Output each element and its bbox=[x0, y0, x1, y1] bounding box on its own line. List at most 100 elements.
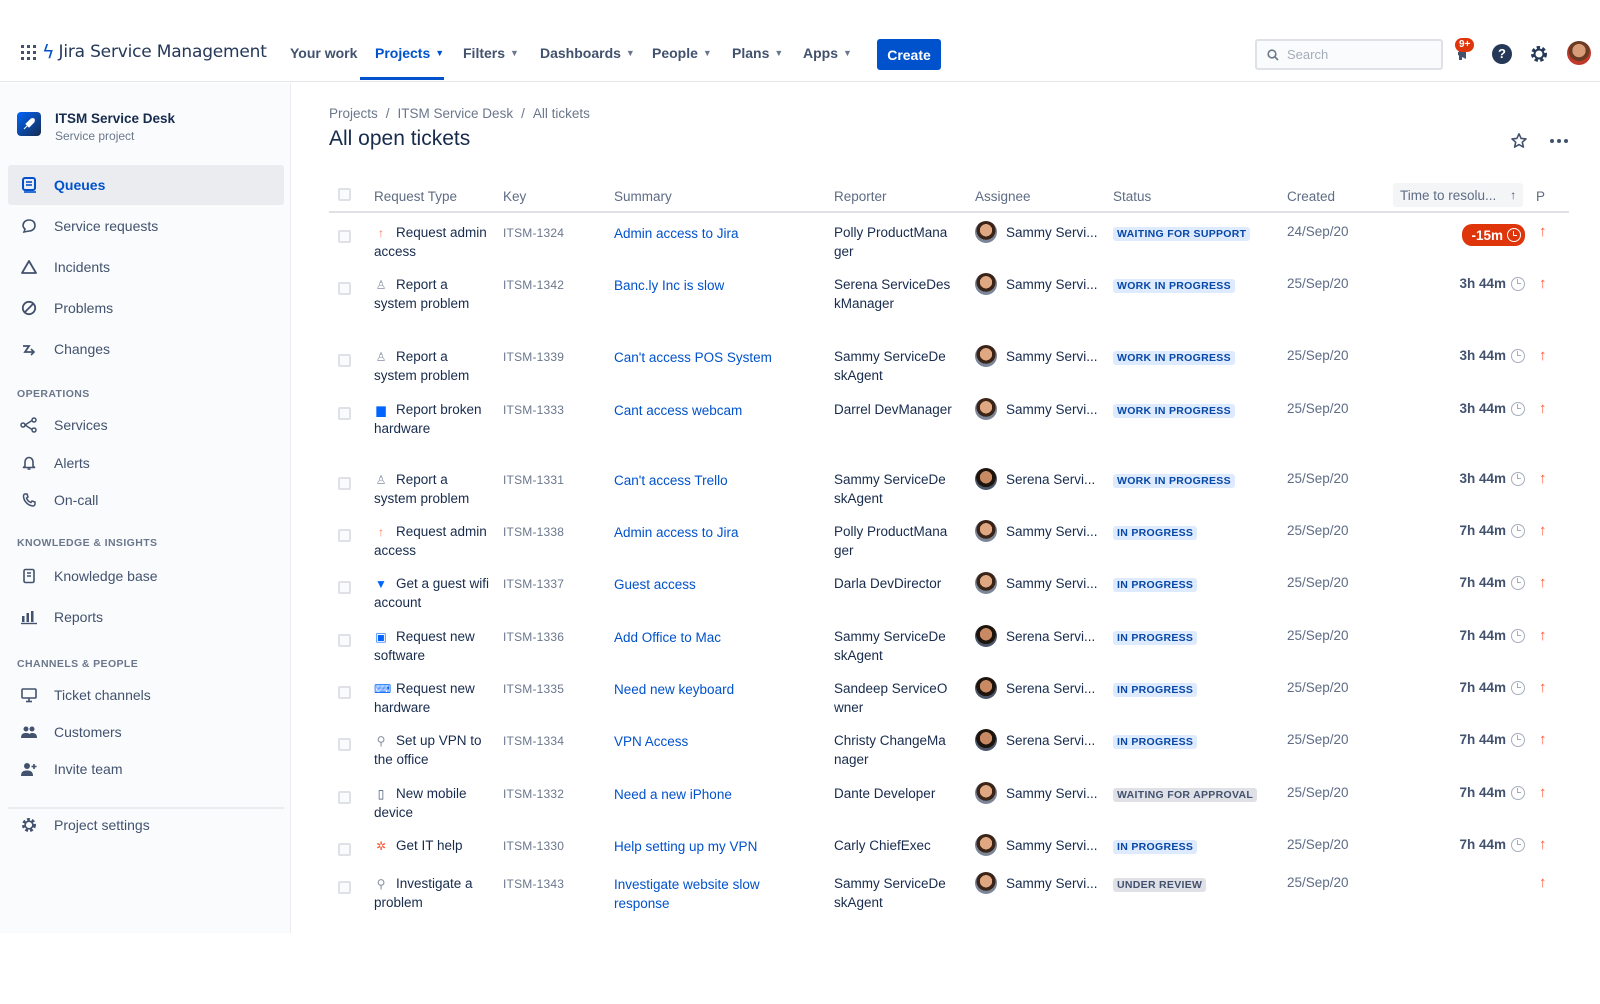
issue-key[interactable]: ITSM-1335 bbox=[503, 682, 565, 696]
sidebar-item-service-requests[interactable]: Service requests bbox=[8, 206, 284, 246]
sidebar-item-alerts[interactable]: Alerts bbox=[8, 443, 284, 483]
status-badge[interactable]: IN PROGRESS bbox=[1113, 683, 1198, 697]
sidebar-item-problems[interactable]: Problems bbox=[8, 288, 284, 328]
assignee-cell[interactable]: Serena Servi... bbox=[975, 468, 1095, 490]
issue-summary-link[interactable]: VPN Access bbox=[614, 734, 689, 749]
nav-people[interactable]: People ▼ bbox=[652, 42, 712, 64]
select-all-checkbox[interactable] bbox=[338, 188, 351, 201]
nav-projects[interactable]: Projects ▼ bbox=[375, 42, 444, 64]
status-badge[interactable]: IN PROGRESS bbox=[1113, 840, 1198, 854]
help-button[interactable]: ? bbox=[1491, 43, 1513, 65]
issue-key[interactable]: ITSM-1324 bbox=[503, 226, 565, 240]
create-button[interactable]: Create bbox=[877, 39, 941, 70]
sidebar-item-services[interactable]: Services bbox=[8, 405, 284, 445]
status-badge[interactable]: IN PROGRESS bbox=[1113, 631, 1198, 645]
issue-summary-link[interactable]: Admin access to Jira bbox=[614, 226, 739, 241]
row-checkbox[interactable] bbox=[338, 407, 351, 420]
status-badge[interactable]: WAITING FOR APPROVAL bbox=[1113, 788, 1258, 802]
issue-key[interactable]: ITSM-1336 bbox=[503, 630, 565, 644]
nav-plans[interactable]: Plans ▼ bbox=[732, 42, 783, 64]
assignee-cell[interactable]: Sammy Servi... bbox=[975, 345, 1098, 367]
column-summary[interactable]: Summary bbox=[614, 189, 672, 204]
search-input[interactable] bbox=[1287, 47, 1427, 62]
issue-summary-link[interactable]: Banc.ly Inc is slow bbox=[614, 278, 725, 293]
issue-key[interactable]: ITSM-1330 bbox=[503, 839, 565, 853]
assignee-cell[interactable]: Sammy Servi... bbox=[975, 221, 1098, 243]
status-badge[interactable]: UNDER REVIEW bbox=[1113, 878, 1207, 892]
nav-dashboards[interactable]: Dashboards ▼ bbox=[540, 42, 635, 64]
row-checkbox[interactable] bbox=[338, 581, 351, 594]
column-request-type[interactable]: Request Type bbox=[374, 189, 458, 204]
row-checkbox[interactable] bbox=[338, 881, 351, 894]
sidebar-item-queues[interactable]: Queues bbox=[8, 165, 284, 205]
column-created[interactable]: Created bbox=[1287, 189, 1336, 204]
breadcrumb-projects[interactable]: Projects bbox=[329, 106, 378, 121]
issue-summary-link[interactable]: Admin access to Jira bbox=[614, 525, 739, 540]
issue-key[interactable]: ITSM-1332 bbox=[503, 787, 565, 801]
assignee-cell[interactable]: Serena Servi... bbox=[975, 625, 1095, 647]
sidebar-item-invite-team[interactable]: Invite team bbox=[8, 749, 284, 789]
sidebar-item-knowledge-base[interactable]: Knowledge base bbox=[8, 556, 284, 596]
status-badge[interactable]: WORK IN PROGRESS bbox=[1113, 351, 1235, 365]
issue-key[interactable]: ITSM-1342 bbox=[503, 278, 565, 292]
issue-key[interactable]: ITSM-1333 bbox=[503, 403, 565, 417]
nav-apps[interactable]: Apps ▼ bbox=[803, 42, 852, 64]
assignee-cell[interactable]: Serena Servi... bbox=[975, 729, 1095, 751]
issue-summary-link[interactable]: Add Office to Mac bbox=[614, 630, 722, 645]
project-name[interactable]: ITSM Service Desk bbox=[55, 111, 176, 126]
issue-key[interactable]: ITSM-1334 bbox=[503, 734, 565, 748]
assignee-cell[interactable]: Sammy Servi... bbox=[975, 834, 1098, 856]
assignee-cell[interactable]: Sammy Servi... bbox=[975, 273, 1098, 295]
app-switcher-icon[interactable] bbox=[21, 45, 36, 60]
sidebar-item-incidents[interactable]: Incidents bbox=[8, 247, 284, 287]
product-logo[interactable]: ϟ Jira Service Management bbox=[42, 42, 267, 62]
issue-summary-link[interactable]: Investigate website slow response bbox=[614, 877, 760, 911]
row-checkbox[interactable] bbox=[338, 282, 351, 295]
more-actions-icon[interactable] bbox=[1546, 130, 1572, 152]
breadcrumb-current[interactable]: All tickets bbox=[532, 106, 590, 121]
nav-filters[interactable]: Filters ▼ bbox=[463, 42, 519, 64]
issue-key[interactable]: ITSM-1339 bbox=[503, 350, 565, 364]
assignee-cell[interactable]: Sammy Servi... bbox=[975, 782, 1098, 804]
breadcrumb-project[interactable]: ITSM Service Desk bbox=[397, 106, 514, 121]
row-checkbox[interactable] bbox=[338, 791, 351, 804]
status-badge[interactable]: IN PROGRESS bbox=[1113, 526, 1198, 540]
user-avatar[interactable] bbox=[1567, 41, 1591, 65]
row-checkbox[interactable] bbox=[338, 686, 351, 699]
column-assignee[interactable]: Assignee bbox=[975, 189, 1031, 204]
row-checkbox[interactable] bbox=[338, 843, 351, 856]
row-checkbox[interactable] bbox=[338, 230, 351, 243]
nav-your-work[interactable]: Your work bbox=[290, 42, 357, 64]
row-checkbox[interactable] bbox=[338, 529, 351, 542]
issue-key[interactable]: ITSM-1343 bbox=[503, 877, 565, 891]
status-badge[interactable]: WORK IN PROGRESS bbox=[1113, 279, 1235, 293]
issue-summary-link[interactable]: Cant access webcam bbox=[614, 403, 743, 418]
row-checkbox[interactable] bbox=[338, 634, 351, 647]
sidebar-item-on-call[interactable]: On-call bbox=[8, 480, 284, 520]
column-status[interactable]: Status bbox=[1113, 189, 1152, 204]
assignee-cell[interactable]: Sammy Servi... bbox=[975, 398, 1098, 420]
sidebar-item-reports[interactable]: Reports bbox=[8, 597, 284, 637]
settings-button[interactable] bbox=[1528, 43, 1550, 65]
row-checkbox[interactable] bbox=[338, 354, 351, 367]
issue-key[interactable]: ITSM-1338 bbox=[503, 525, 565, 539]
project-avatar[interactable] bbox=[17, 112, 41, 136]
star-button[interactable] bbox=[1508, 130, 1530, 152]
column-reporter[interactable]: Reporter bbox=[834, 189, 887, 204]
issue-key[interactable]: ITSM-1331 bbox=[503, 473, 565, 487]
sidebar-item-ticket-channels[interactable]: Ticket channels bbox=[8, 675, 284, 715]
assignee-cell[interactable]: Serena Servi... bbox=[975, 677, 1095, 699]
issue-key[interactable]: ITSM-1337 bbox=[503, 577, 565, 591]
status-badge[interactable]: WAITING FOR SUPPORT bbox=[1113, 227, 1251, 241]
assignee-cell[interactable]: Sammy Servi... bbox=[975, 572, 1098, 594]
issue-summary-link[interactable]: Need a new iPhone bbox=[614, 787, 732, 802]
sidebar-item-customers[interactable]: Customers bbox=[8, 712, 284, 752]
status-badge[interactable]: WORK IN PROGRESS bbox=[1113, 404, 1235, 418]
sidebar-item-project-settings[interactable]: Project settings bbox=[8, 805, 284, 845]
search-box[interactable] bbox=[1255, 39, 1443, 70]
assignee-cell[interactable]: Sammy Servi... bbox=[975, 520, 1098, 542]
status-badge[interactable]: IN PROGRESS bbox=[1113, 578, 1198, 592]
column-key[interactable]: Key bbox=[503, 189, 527, 204]
assignee-cell[interactable]: Sammy Servi... bbox=[975, 872, 1098, 894]
column-time-to-resolution[interactable]: Time to resolu... ↑ bbox=[1393, 183, 1523, 207]
